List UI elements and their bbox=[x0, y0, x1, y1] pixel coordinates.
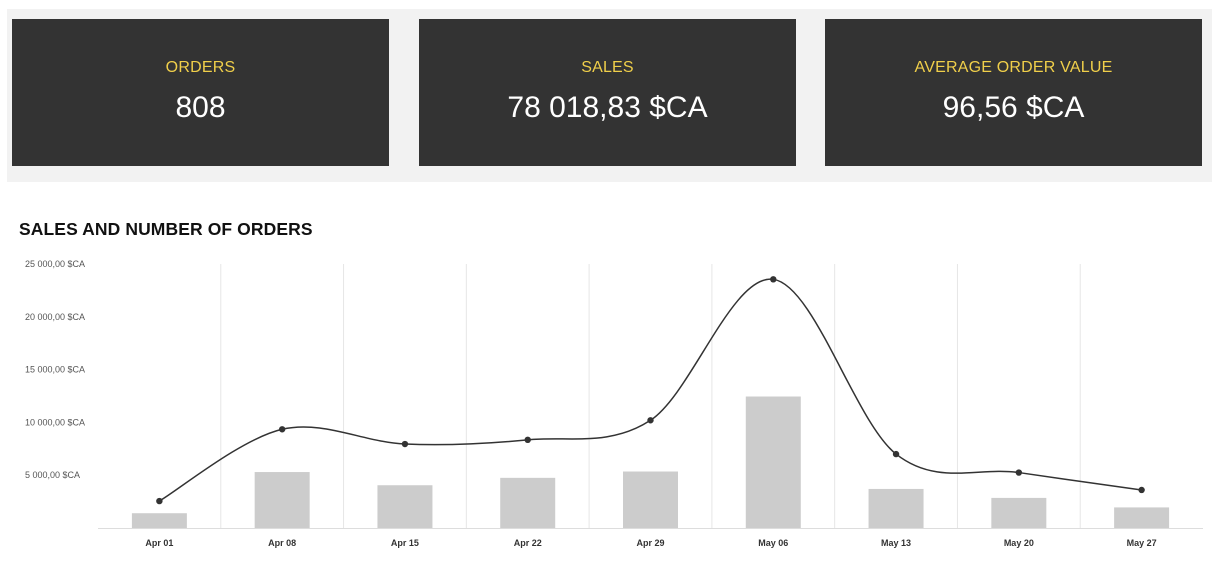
x-tick-label: Apr 15 bbox=[391, 538, 419, 548]
x-tick-label: Apr 08 bbox=[268, 538, 296, 548]
y-tick-label: 5 000,00 $CA bbox=[25, 470, 80, 480]
y-tick-label: 10 000,00 $CA bbox=[25, 417, 85, 427]
x-tick-label: Apr 29 bbox=[636, 538, 664, 548]
bar bbox=[991, 497, 1047, 528]
y-tick-label: 20 000,00 $CA bbox=[25, 312, 85, 322]
bar bbox=[868, 488, 924, 528]
bar bbox=[500, 477, 556, 528]
sales-point bbox=[401, 440, 409, 448]
sales-point bbox=[1138, 486, 1145, 494]
sales-orders-chart: 5 000,00 $CA 10 000,00 $CA 15 000,00 $CA 20… bbox=[25, 259, 1203, 548]
sales-point bbox=[892, 450, 900, 458]
sales-point bbox=[1015, 469, 1023, 476]
bar bbox=[745, 396, 801, 528]
sales-point bbox=[524, 436, 531, 444]
kpi-card-orders: ORDERS 808 bbox=[12, 19, 389, 166]
x-tick-label: Apr 22 bbox=[514, 538, 542, 548]
sales-point bbox=[278, 426, 286, 433]
kpi-value: 808 bbox=[175, 91, 226, 124]
kpi-value: 96,56 $CA bbox=[942, 91, 1085, 124]
kpi-value: 78 018,83 $CA bbox=[507, 91, 708, 124]
kpi-label: ORDERS bbox=[165, 59, 236, 76]
kpi-card-average-order-value: AVERAGE ORDER VALUE 96,56 $CA bbox=[825, 19, 1202, 166]
chart-title: SALES AND NUMBER OF ORDERS bbox=[19, 219, 313, 239]
bar bbox=[254, 472, 310, 528]
x-tick-label: May 06 bbox=[758, 538, 788, 548]
bar bbox=[131, 513, 187, 528]
kpi-label: AVERAGE ORDER VALUE bbox=[914, 59, 1113, 76]
kpi-card-sales: SALES 78 018,83 $CA bbox=[419, 19, 796, 166]
x-tick-label: May 13 bbox=[881, 538, 911, 548]
x-tick-label: Apr 01 bbox=[145, 538, 173, 548]
kpi-label: SALES bbox=[581, 59, 634, 76]
x-tick-label: May 20 bbox=[1004, 538, 1034, 548]
kpi-panel: ORDERS 808 SALES 78 018,83 $CA AVERAGE O… bbox=[7, 9, 1212, 182]
sales-line bbox=[159, 278, 1142, 502]
bar bbox=[623, 471, 678, 528]
bar bbox=[1114, 507, 1170, 528]
x-tick-label: May 27 bbox=[1127, 538, 1157, 548]
sales-point bbox=[156, 497, 163, 505]
y-tick-label: 15 000,00 $CA bbox=[25, 365, 85, 375]
sales-point bbox=[770, 276, 777, 283]
bar bbox=[377, 485, 433, 528]
y-tick-label: 25 000,00 $CA bbox=[25, 259, 85, 269]
sales-point bbox=[647, 417, 654, 424]
